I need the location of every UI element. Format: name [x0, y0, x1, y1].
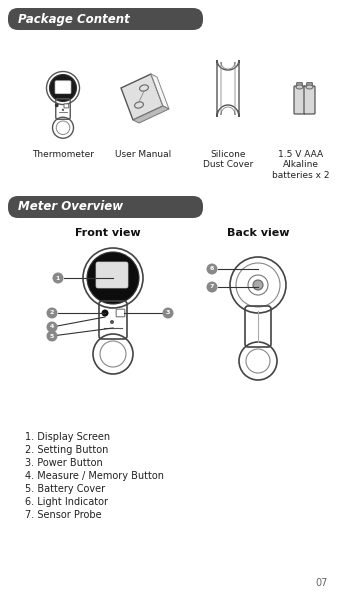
Ellipse shape [306, 85, 313, 89]
Text: 07: 07 [316, 578, 328, 588]
Circle shape [49, 74, 76, 101]
Text: 4: 4 [50, 325, 54, 329]
Text: 6. Light Indicator: 6. Light Indicator [25, 497, 108, 507]
Text: 6: 6 [210, 266, 214, 271]
Text: 7. Sensor Probe: 7. Sensor Probe [25, 510, 102, 520]
Text: Front view: Front view [75, 228, 141, 238]
Text: Meter Overview: Meter Overview [18, 200, 123, 214]
Circle shape [163, 307, 174, 319]
Polygon shape [151, 74, 169, 109]
FancyBboxPatch shape [55, 81, 71, 94]
Text: 7: 7 [210, 284, 214, 289]
FancyBboxPatch shape [8, 196, 203, 218]
Circle shape [206, 263, 217, 275]
Text: 1.5 V AAA
Alkaline
batteries x 2: 1.5 V AAA Alkaline batteries x 2 [272, 150, 330, 180]
Text: 3. Power Button: 3. Power Button [25, 458, 103, 468]
Polygon shape [121, 74, 163, 120]
Circle shape [253, 280, 263, 290]
Circle shape [110, 320, 114, 324]
Ellipse shape [296, 85, 303, 89]
Polygon shape [133, 106, 169, 123]
Text: 2: 2 [50, 311, 54, 316]
Text: 3: 3 [166, 311, 170, 316]
Text: 5. Battery Cover: 5. Battery Cover [25, 484, 105, 494]
FancyBboxPatch shape [307, 83, 312, 87]
Text: Package Content: Package Content [18, 13, 130, 25]
Text: 1: 1 [56, 275, 60, 280]
Text: Back view: Back view [227, 228, 289, 238]
FancyBboxPatch shape [294, 86, 305, 114]
Text: 4. Measure / Memory Button: 4. Measure / Memory Button [25, 471, 164, 481]
Circle shape [47, 307, 58, 319]
Circle shape [52, 272, 63, 283]
Circle shape [47, 331, 58, 341]
FancyBboxPatch shape [8, 8, 203, 30]
Circle shape [206, 281, 217, 292]
Circle shape [102, 310, 108, 317]
FancyBboxPatch shape [116, 309, 125, 317]
FancyBboxPatch shape [96, 262, 128, 288]
FancyBboxPatch shape [64, 104, 69, 108]
Circle shape [62, 109, 64, 111]
Text: User Manual: User Manual [115, 150, 171, 159]
Text: Silicone
Dust Cover: Silicone Dust Cover [203, 150, 253, 169]
Text: 1. Display Screen: 1. Display Screen [25, 432, 110, 442]
Circle shape [55, 103, 59, 107]
Text: 5: 5 [50, 334, 54, 338]
Text: 2. Setting Button: 2. Setting Button [25, 445, 108, 455]
FancyBboxPatch shape [297, 83, 302, 87]
Text: Thermometer: Thermometer [32, 150, 94, 159]
Circle shape [87, 252, 139, 304]
Circle shape [47, 322, 58, 332]
FancyBboxPatch shape [304, 86, 315, 114]
